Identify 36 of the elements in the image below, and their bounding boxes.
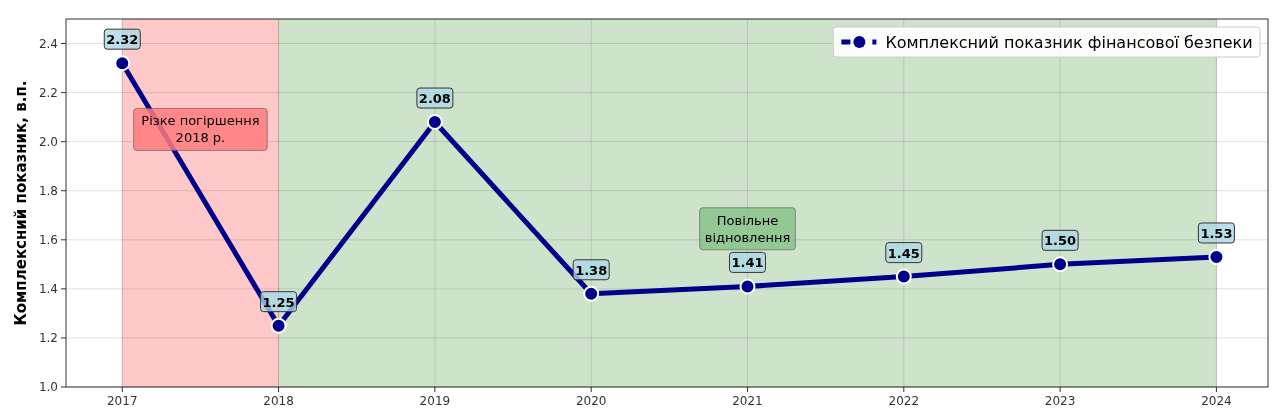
data-label: 1.38: [575, 262, 608, 278]
x-tick-label: 2023: [1044, 394, 1076, 408]
legend-label: Комплексний показник фінансової безпеки: [885, 32, 1253, 52]
data-label: 1.25: [262, 294, 295, 310]
point: [114, 55, 131, 72]
data-label: 1.53: [1200, 225, 1233, 241]
y-tick-label: 2.2: [38, 85, 58, 100]
x-tick-label: 2022: [888, 394, 920, 408]
data-label: 1.41: [731, 255, 764, 271]
y-tick-label: 1.4: [38, 282, 58, 297]
x-tick-label: 2018: [263, 394, 294, 408]
x-tick-label: 2021: [732, 394, 763, 408]
y-tick-label: 2.4: [38, 36, 58, 51]
band-label: Різке погіршення 2018 р.: [141, 113, 260, 146]
y-tick-label: 1.8: [38, 183, 58, 198]
x-tick-label: 2020: [575, 394, 607, 408]
y-axis-title: Комплексний показник, в.п.: [12, 80, 30, 326]
point: [1208, 248, 1225, 265]
point: [270, 317, 287, 334]
point: [739, 278, 756, 295]
x-tick-label: 2024: [1201, 394, 1232, 408]
point: [583, 285, 600, 302]
point: [895, 268, 912, 285]
data-label: 1.45: [887, 245, 920, 261]
x-tick-label: 2019: [419, 394, 451, 408]
y-tick-label: 2.0: [38, 134, 58, 149]
point: [426, 114, 443, 131]
x-tick-label: 2017: [107, 394, 138, 408]
point: [1052, 256, 1069, 273]
data-label: 1.50: [1044, 233, 1077, 249]
y-tick-label: 1.0: [38, 380, 58, 395]
y-tick-label: 1.2: [38, 331, 58, 346]
y-tick-label: 1.6: [38, 233, 58, 247]
band-label: Повільне відновлення: [704, 212, 791, 245]
data-label: 2.32: [106, 32, 139, 48]
data-label: 2.08: [418, 91, 451, 107]
